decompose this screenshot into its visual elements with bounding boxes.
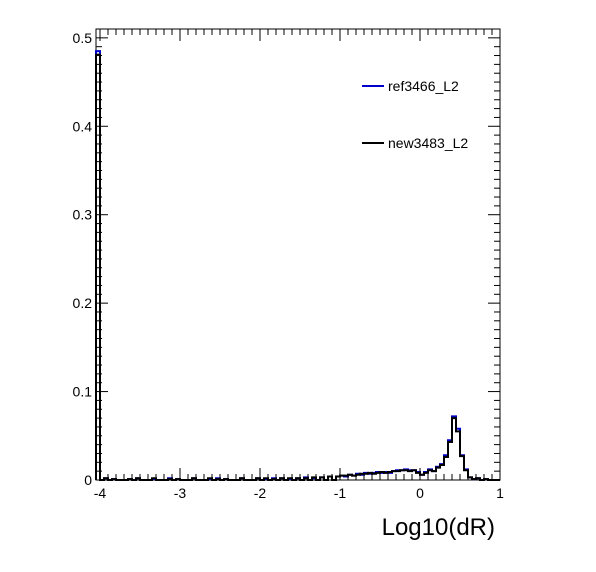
legend-label-ref: ref3466_L2: [388, 78, 459, 94]
x-tick-label: -2: [254, 485, 267, 501]
x-tick-label: -3: [174, 485, 187, 501]
x-tick-label: 1: [496, 485, 504, 501]
plot-frame: [95, 28, 501, 481]
legend: ref3466_L2 new3483_L2: [362, 78, 468, 151]
series-new-histogram: [95, 53, 500, 481]
y-tick-label: 0.5: [73, 30, 93, 46]
y-tick-label: 0: [84, 472, 92, 488]
y-tick-label: 0.1: [73, 384, 93, 400]
series-ref-histogram: [95, 50, 500, 481]
y-tick-label: 0.2: [73, 295, 93, 311]
x-axis-title: Log10(dR): [382, 514, 495, 541]
legend-label-new: new3483_L2: [388, 135, 468, 151]
x-tick-label: -4: [94, 485, 107, 501]
y-tick-label: 0.3: [73, 207, 93, 223]
x-tick-label: 0: [416, 485, 424, 501]
y-tick-label: 0.4: [73, 118, 93, 134]
x-tick-label: -1: [334, 485, 347, 501]
